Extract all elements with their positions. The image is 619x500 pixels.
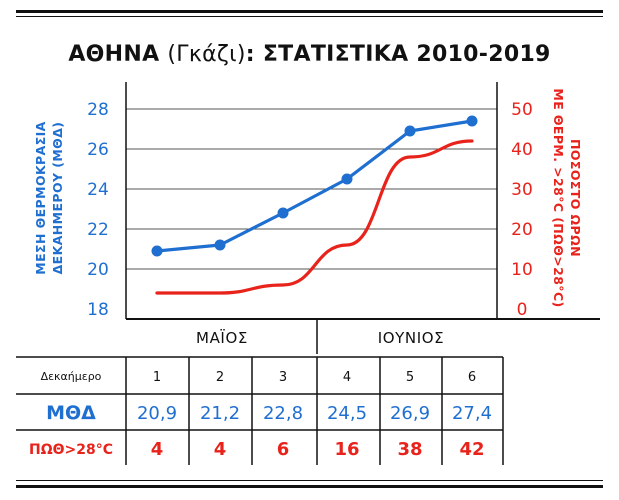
bottom-rule-thick xyxy=(16,485,603,488)
top-rule-thick xyxy=(16,10,603,13)
table-pwth-value-4: 16 xyxy=(334,439,359,460)
left-tick-24: 24 xyxy=(87,180,109,200)
temperature-point-1 xyxy=(151,245,163,257)
table-pwth-value-1: 4 xyxy=(151,439,164,460)
table-mthd-value-6: 27,4 xyxy=(452,403,492,424)
gridlines xyxy=(126,108,497,270)
month-labels: ΜΑΪΟΣ ΙΟΥΝΙΟΣ xyxy=(196,319,444,354)
right-tick-0: 0 xyxy=(517,300,528,320)
bottom-rule-thin xyxy=(16,480,603,481)
right-tick-20: 20 xyxy=(511,220,533,240)
title-location: (Γκάζι) xyxy=(167,42,246,67)
table-header-1: 1 xyxy=(153,370,161,385)
temperature-point-6 xyxy=(466,115,478,127)
right-axis-label-line2: ΜΕ ΘΕΡΜ. >28°C (ΠΩΘ>28°C) xyxy=(551,88,566,307)
temperature-point-4 xyxy=(341,173,353,185)
right-axis-ticks: 0 10 20 30 40 50 xyxy=(511,100,533,320)
table-mthd-value-1: 20,9 xyxy=(137,403,177,424)
plot-frame xyxy=(125,82,600,320)
right-tick-10: 10 xyxy=(511,260,533,280)
right-axis-label-line1: ΠΟΣΟΣΤΟ ΩΡΩΝ xyxy=(568,139,583,257)
temperature-point-2 xyxy=(214,239,226,251)
left-tick-22: 22 xyxy=(87,220,109,240)
table-pwth-value-3: 6 xyxy=(277,439,290,460)
left-tick-26: 26 xyxy=(87,140,109,160)
top-rule-thin xyxy=(16,16,603,17)
table-header-5: 5 xyxy=(406,370,414,385)
table-mthd-value-2: 21,2 xyxy=(200,403,240,424)
left-axis-ticks: 18 20 22 24 26 28 xyxy=(87,100,109,320)
table-mthd-value-3: 22,8 xyxy=(263,403,303,424)
table-header-6: 6 xyxy=(468,370,476,385)
hours-series-line xyxy=(155,139,474,295)
left-tick-18: 18 xyxy=(87,300,109,320)
month-label-may: ΜΑΪΟΣ xyxy=(196,328,248,347)
table-header-label: Δεκαήμερο xyxy=(41,370,102,383)
left-tick-28: 28 xyxy=(87,100,109,120)
left-axis-label-line2: ΔΕΚΑΗΜΕΡΟΥ (ΜΘΔ) xyxy=(50,122,65,275)
month-label-june: ΙΟΥΝΙΟΣ xyxy=(378,329,445,347)
temperature-point-5 xyxy=(404,125,416,137)
table-pwth-value-6: 42 xyxy=(459,439,484,460)
table-header-4: 4 xyxy=(343,370,351,385)
table-mthd-value-4: 24,5 xyxy=(327,403,367,424)
table-row-pwth-label: ΠΩΘ>28°C xyxy=(29,442,113,458)
series-layer xyxy=(151,115,478,295)
chart-title: ΑΘΗΝΑ (Γκάζι): ΣΤΑΤΙΣΤΙΚΑ 2010-2019 xyxy=(0,42,619,67)
table-pwth-value-5: 38 xyxy=(397,439,422,460)
right-tick-50: 50 xyxy=(511,100,533,120)
table-row-mthd-label: ΜΘΔ xyxy=(46,402,96,424)
table-header-3: 3 xyxy=(279,370,287,385)
left-tick-20: 20 xyxy=(87,260,109,280)
table-mthd-value-5: 26,9 xyxy=(390,403,430,424)
right-tick-30: 30 xyxy=(511,180,533,200)
data-table: Δεκαήμερο 1 2 3 4 5 6 ΜΘΔ 20,9 21,2 22,8 24,5 26,9 27… xyxy=(16,356,504,465)
temperature-series-line xyxy=(156,119,473,253)
temperature-point-3 xyxy=(277,207,289,219)
title-main-right: : ΣΤΑΤΙΣΤΙΚΑ 2010-2019 xyxy=(245,42,551,67)
table-header-2: 2 xyxy=(216,370,224,385)
left-axis-label-line1: ΜΕΣΗ ΘΕΡΜΟΚΡΑΣΙΑ xyxy=(33,121,48,275)
title-main-left: ΑΘΗΝΑ xyxy=(68,42,168,67)
right-tick-40: 40 xyxy=(511,140,533,160)
table-pwth-value-2: 4 xyxy=(214,439,227,460)
